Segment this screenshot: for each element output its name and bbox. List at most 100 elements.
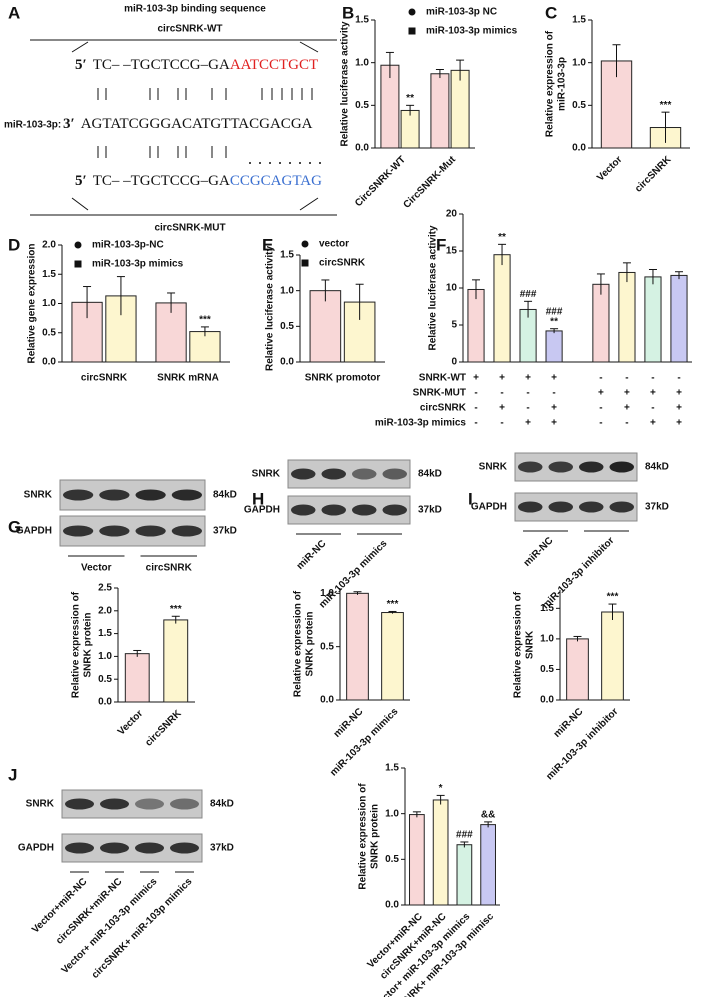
y-tick-label: 0.5 [320,641,334,652]
bar [456,844,473,906]
y-tick-label: 0.0 [320,695,334,706]
x-tick-label: SNRK mRNA [157,373,219,384]
blot-row-label: SNRK [252,469,281,480]
panel-title: miR-103-3p binding sequence [124,4,266,15]
condition-sign: - [599,373,602,384]
blot-row-label: GAPDH [244,505,280,516]
bar [430,73,450,149]
y-tick-label: 1.0 [572,57,586,68]
y-tick-label: 1.0 [540,634,554,645]
blot-band [579,501,604,513]
blot-band [171,525,202,537]
significance-label: ** [550,316,558,327]
wt-sequence: 5′ TC– –TGCTCCG–GAAATCCTGCT [75,57,318,73]
condition-sign: - [651,403,654,414]
panel-letter: F [436,235,446,254]
significance-label: ### [546,306,563,317]
blot-row-label: GAPDH [471,502,507,513]
panel-letter: E [262,235,273,254]
blot-band [100,842,129,854]
condition-sign: - [526,388,529,399]
legend-marker [74,260,82,268]
panel-letter: G [8,517,21,536]
blot-band [170,798,199,810]
y-tick-label: 1.0 [42,298,56,309]
y-tick-label: 0.0 [280,357,294,368]
condition-sign: + [598,388,604,399]
condition-sign: - [599,403,602,414]
blot-band [579,461,604,473]
blot-size-label: 84kD [645,462,669,473]
significance-label: *** [607,592,619,603]
condition-sign: - [474,388,477,399]
y-tick-label: 1.5 [355,15,369,26]
x-tick-label: circSNRK [81,373,128,384]
y-tick-label: 1.5 [42,269,56,280]
significance-label: ** [406,93,414,104]
blot-band [291,504,316,516]
y-axis-label: SNRK protein [305,612,316,677]
bar [592,283,610,363]
legend-label: circSNRK [319,258,366,269]
condition-sign: + [551,373,557,384]
x-tick-label: miR-NC [332,706,366,740]
condition-sign: + [551,418,557,429]
blot-row-label: GAPDH [16,526,52,537]
bar [409,814,425,906]
condition-label: miR-103-3p mimics [375,418,467,429]
blot-band [135,798,164,810]
blot-row-label: SNRK [479,462,508,473]
y-axis-label: Relative expression of [293,590,304,697]
lane-label: circSNRK+miR-NC [54,876,124,946]
condition-sign: + [676,403,682,414]
y-axis-label: Relative expression of [545,30,556,137]
y-tick-label: 10 [446,283,458,294]
bar [493,254,511,363]
bar [601,611,624,701]
legend-marker [74,241,82,249]
y-tick-label: 0.5 [385,854,399,865]
bar [124,653,150,703]
condition-sign: - [474,403,477,414]
condition-sign: + [650,388,656,399]
mut-sequence: 5′ TC– –TGCTCCG–GACCGCAGTAG [75,173,322,189]
lane-label: Vector [81,563,112,574]
condition-sign: - [500,388,503,399]
condition-sign: - [552,388,555,399]
blot-band [99,525,130,537]
bar [467,288,485,363]
y-tick-label: 1.0 [280,285,294,296]
pairing [97,88,313,100]
legend-marker [408,27,416,35]
y-tick-label: 0.5 [280,321,294,332]
blot-band [170,842,199,854]
panel-letter: B [342,3,354,22]
y-axis-label: Relative expression of [358,783,369,890]
legend-label: miR-103-3p-NC [92,240,164,251]
blot-size-label: 37kD [645,502,669,513]
y-tick-label: 0 [451,357,457,368]
blot-size-label: 37kD [213,526,237,537]
condition-sign: - [474,418,477,429]
condition-sign: - [677,373,680,384]
bar [644,276,662,363]
connector [71,197,89,211]
y-axis-label: miR-103-3p [557,57,568,111]
blot-band [135,525,166,537]
bar [566,638,589,701]
y-axis-label: SNRK [525,630,536,659]
panel-letter: D [8,235,20,254]
y-tick-label: 0.0 [572,143,586,154]
bar [450,69,470,149]
blot-size-label: 37kD [210,843,234,854]
y-axis-label: Relative expression of [71,591,82,698]
significance-label: * [439,783,443,794]
blot-band [382,504,407,516]
legend-marker [301,240,309,248]
blot-row-label: SNRK [24,490,53,501]
panel-a: A miR-103-3p binding sequence circSNRK-W… [4,3,337,234]
y-axis-label: SNRK protein [83,613,94,678]
blot-band [518,501,543,513]
condition-sign: - [526,403,529,414]
lane-label: miR-NC [295,538,329,572]
